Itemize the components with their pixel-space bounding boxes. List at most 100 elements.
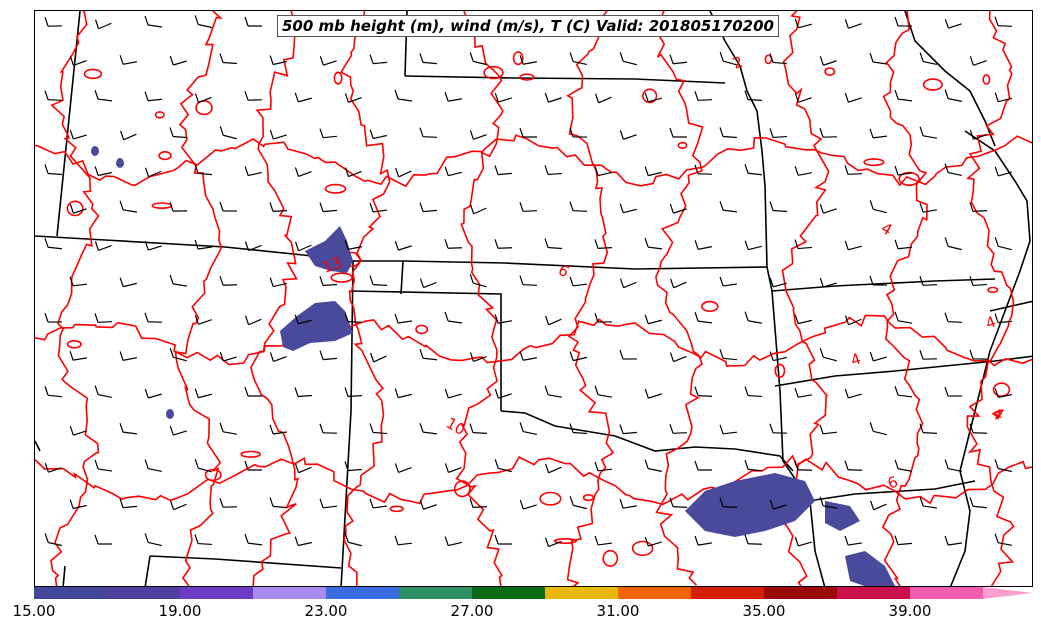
- wind-barb-58: [994, 92, 1012, 103]
- wind-barb-214: [994, 388, 1012, 398]
- colorbar-tick-label: 23.00: [304, 602, 348, 620]
- wind-barb-144: [419, 278, 437, 289]
- wind-barb-188: [669, 352, 687, 363]
- wind-barb-210: [794, 388, 812, 398]
- colorbar-segment: [107, 587, 180, 599]
- shaded-area-3: [845, 551, 895, 586]
- contour-loop-31: [66, 200, 84, 217]
- wind-barb-102: [269, 202, 288, 212]
- wind-barb-162: [344, 312, 363, 323]
- wind-barb-155: [969, 276, 988, 287]
- wind-barb-37: [919, 52, 937, 66]
- wind-barb-42: [194, 93, 212, 104]
- colorbar-tick-label: 39.00: [888, 602, 932, 620]
- wind-barb-27: [419, 53, 438, 65]
- wind-barb-43: [244, 91, 263, 101]
- state-boundary-0: [56, 11, 81, 237]
- wind-barb-179: [219, 351, 237, 362]
- wind-barb-122: [294, 241, 312, 252]
- state-boundary-1: [35, 235, 768, 270]
- wind-barb-139: [169, 274, 188, 287]
- colorbar-segment: [764, 587, 837, 599]
- wind-barb-252: [944, 459, 962, 473]
- wind-barb-46: [394, 89, 413, 102]
- wind-barb-271: [919, 496, 938, 509]
- wind-barb-15: [794, 18, 812, 29]
- wind-barb-184: [469, 352, 487, 363]
- map-frame: 2 4 4 4 4 6 6 10 13 4: [34, 10, 1033, 587]
- contour-loop-36: [240, 450, 261, 458]
- contour-label: 6: [885, 473, 900, 493]
- wind-barb-89: [594, 166, 612, 177]
- wind-barb-71: [669, 127, 688, 138]
- wind-barb-65: [369, 129, 387, 140]
- wind-barb-149: [670, 278, 687, 289]
- colorbar-segment: [983, 587, 1033, 599]
- contour-label: 2: [730, 53, 745, 73]
- wind-barb-39: [44, 90, 63, 101]
- wind-barb-255: [119, 498, 138, 509]
- wind-barb-110: [669, 203, 687, 214]
- wind-barb-25: [319, 55, 337, 66]
- wind-barb-44: [294, 92, 312, 103]
- wind-barb-180: [269, 352, 287, 363]
- wind-barb-111: [719, 200, 738, 213]
- wind-barb-207: [644, 388, 662, 399]
- contour-loop-34: [204, 468, 222, 482]
- colorbar-tick-label: 27.00: [450, 602, 494, 620]
- wind-barb-77: [969, 130, 987, 140]
- wind-barb-24: [269, 55, 287, 66]
- wind-barb-278: [294, 536, 312, 547]
- wind-barb-45: [344, 93, 362, 103]
- wind-barb-270: [870, 500, 887, 511]
- state-boundary-17: [144, 555, 151, 586]
- contour-loop-7: [483, 65, 504, 80]
- wind-barb-268: [769, 499, 787, 510]
- colorbar-segment: [253, 587, 326, 599]
- wind-barb-131: [744, 240, 762, 251]
- wind-barb-98: [69, 204, 87, 214]
- contour-hline-2: [35, 454, 1032, 506]
- wind-barb-266: [669, 497, 688, 508]
- wind-barb-33: [719, 52, 737, 66]
- wind-barb-224: [519, 422, 537, 436]
- wind-barb-246: [644, 459, 662, 472]
- wind-barb-247: [694, 460, 713, 471]
- wind-barb-134: [894, 239, 913, 250]
- wind-barb-70: [619, 130, 637, 140]
- state-boundary-7: [400, 260, 404, 295]
- wind-barb-195: [44, 386, 63, 398]
- wind-barb-166: [545, 315, 562, 326]
- contour-loop-18: [642, 88, 658, 104]
- wind-barb-272: [969, 497, 988, 509]
- wind-barb-1: [94, 19, 112, 30]
- wind-barb-223: [469, 423, 488, 434]
- contour-line-8: [881, 11, 928, 586]
- wind-barb-282: [494, 534, 513, 545]
- wind-barb-115: [919, 202, 938, 213]
- wind-barb-129: [644, 237, 663, 250]
- wind-barb-96: [944, 163, 962, 176]
- wind-barb-171: [794, 314, 812, 325]
- contour-hline-0: [35, 134, 1032, 188]
- wind-barb-219: [269, 424, 288, 435]
- wind-barb-170: [744, 311, 762, 324]
- wind-barb-107: [519, 202, 538, 212]
- contour-loop-6: [898, 171, 920, 186]
- wind-barb-17: [894, 16, 913, 27]
- wind-barb-48: [494, 92, 512, 103]
- wind-barb-284: [594, 535, 613, 546]
- contour-loop-28: [582, 494, 595, 502]
- contour-loop-20: [631, 540, 654, 557]
- contour-loop-11: [154, 111, 165, 119]
- wind-barb-197: [144, 388, 162, 399]
- state-boundary-13: [989, 300, 1032, 312]
- state-boundary-9: [500, 410, 794, 472]
- state-boundary-4: [709, 11, 773, 292]
- wind-barb-205: [544, 385, 562, 398]
- wind-barb-147: [569, 276, 588, 287]
- wind-barb-109: [619, 203, 637, 214]
- colorbar-segment: [472, 587, 545, 599]
- shaded-wind-areas: [91, 146, 895, 586]
- contour-loop-21: [677, 141, 688, 149]
